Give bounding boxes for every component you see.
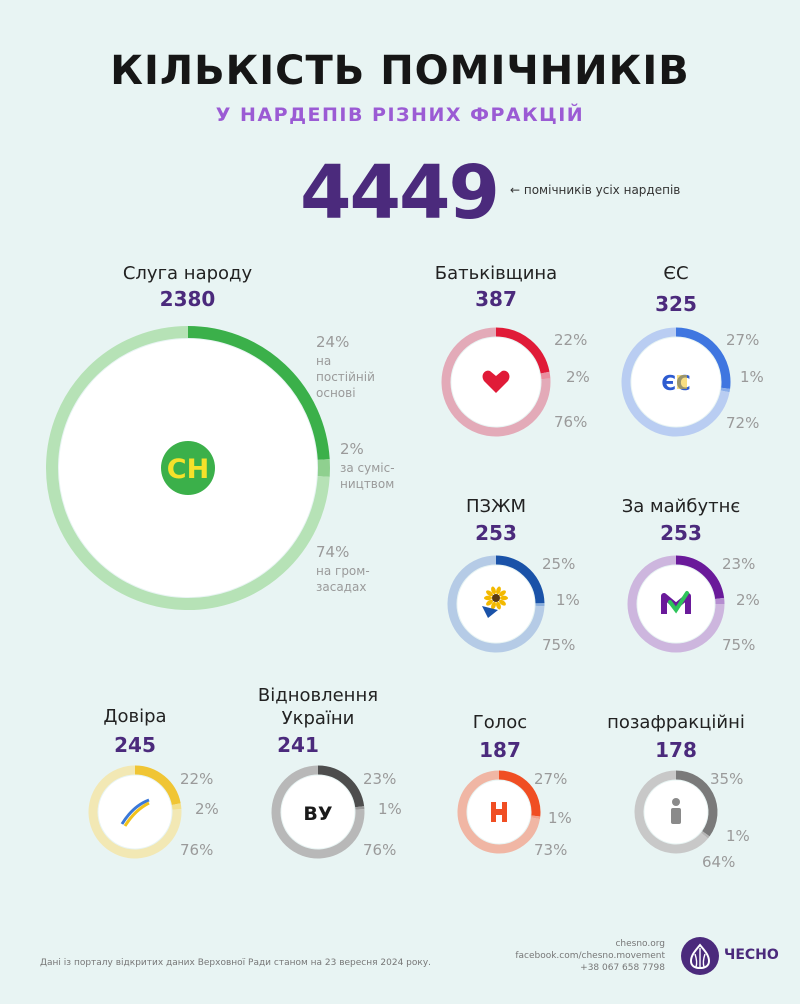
faction-count: 187 xyxy=(479,738,521,762)
faction-name: Відновлення України xyxy=(257,685,379,729)
percent-label: 76% xyxy=(554,413,588,431)
donut-segment xyxy=(134,765,181,806)
faction-name: ЄС xyxy=(663,263,689,284)
percent-label: 75% xyxy=(722,636,756,654)
donut-segment xyxy=(621,327,730,437)
donut-segment xyxy=(701,831,710,839)
percent-label: 1% xyxy=(556,591,580,609)
donut-center xyxy=(631,337,721,427)
percent-label: 75% xyxy=(542,636,576,654)
category-note: на гром-засадах xyxy=(316,564,370,594)
faction-count: 253 xyxy=(475,521,517,545)
faction-name: позафракційні xyxy=(607,712,745,733)
donut-segment xyxy=(457,770,540,854)
donut-segment xyxy=(675,770,718,837)
faction-name: Довіра xyxy=(103,706,167,727)
heart-icon xyxy=(482,370,510,393)
total-note: ← помічників усіх нардепів xyxy=(510,183,681,197)
percent-label: 74% xyxy=(316,543,350,561)
percent-label: 24% xyxy=(316,333,350,351)
donut-chart xyxy=(271,765,365,859)
faction-count: 325 xyxy=(655,292,697,316)
category-note: на постійній основі xyxy=(316,354,375,400)
svg-text:ВУ: ВУ xyxy=(303,803,332,825)
person-icon xyxy=(671,798,681,824)
percent-label: 22% xyxy=(180,770,214,788)
faction-name: ПЗЖМ xyxy=(466,496,526,517)
percent-label: 76% xyxy=(180,841,214,859)
faction-name: Батьківщина xyxy=(434,263,558,284)
percent-label: 1% xyxy=(378,800,402,818)
source-note: Дані із порталу відкритих даних Верховно… xyxy=(40,958,432,968)
donut-segment xyxy=(498,770,541,817)
percent-label: 22% xyxy=(554,331,588,349)
percent-label: 2% xyxy=(566,368,590,386)
percent-label: 1% xyxy=(548,809,572,827)
percent-label: 35% xyxy=(710,770,744,788)
facebook-link[interactable]: facebook.com/chesno.movement xyxy=(515,951,665,961)
percent-label: 27% xyxy=(534,770,568,788)
donut-chart xyxy=(621,327,731,437)
donut-segment xyxy=(540,371,551,380)
donut-segment xyxy=(720,387,731,393)
checkmark-m-icon xyxy=(661,591,691,614)
website-link[interactable]: chesno.org xyxy=(615,939,665,949)
faction-name: Голос xyxy=(472,712,528,733)
faction-count: 241 xyxy=(277,733,319,757)
percent-label: 1% xyxy=(740,368,764,386)
donut-center xyxy=(281,775,355,849)
donut-segment xyxy=(675,555,725,600)
percent-label: 23% xyxy=(722,555,756,573)
donut-center xyxy=(457,565,535,643)
vu-logo: ВУ xyxy=(303,803,332,825)
percent-label: 76% xyxy=(363,841,397,859)
donut-segment xyxy=(271,765,365,859)
donut-segment xyxy=(634,770,708,854)
chesno-logo-icon xyxy=(681,937,719,975)
donut-segment xyxy=(88,765,182,859)
faction-name: За майбутнє xyxy=(621,496,741,517)
donut-segment xyxy=(495,555,545,604)
page-subtitle: У НАРДЕПІВ РІЗНИХ ФРАКЦІЙ xyxy=(215,104,585,126)
faction-count: 387 xyxy=(475,287,517,311)
phone-number: +38 067 658 7798 xyxy=(580,963,665,973)
percent-label: 73% xyxy=(534,841,568,859)
faction-count: 178 xyxy=(655,738,697,762)
swoosh-icon xyxy=(120,798,150,827)
donut-segment xyxy=(187,326,330,460)
percent-label: 1% xyxy=(726,827,750,845)
donut-segment xyxy=(46,326,330,610)
faction-name: Слуга народу xyxy=(122,263,253,284)
donut-segment xyxy=(317,765,365,808)
total-count: 4449 xyxy=(300,150,500,236)
sluha-narodu-logo: СН xyxy=(161,441,215,495)
donut-segment xyxy=(171,803,182,810)
percent-label: 2% xyxy=(195,800,219,818)
percent-label: 23% xyxy=(363,770,397,788)
donut-segment xyxy=(441,327,551,437)
svg-text:СН: СН xyxy=(167,454,209,485)
holos-icon xyxy=(491,802,507,822)
percent-label: 27% xyxy=(726,331,760,349)
percent-label: 2% xyxy=(736,591,760,609)
sunflower-icon xyxy=(482,586,508,618)
donut-segment xyxy=(675,327,731,389)
faction-count: 245 xyxy=(114,733,156,757)
faction-count: 2380 xyxy=(159,287,216,311)
percent-label: 72% xyxy=(726,414,760,432)
page-title: КІЛЬКІСТЬ ПОМІЧНИКІВ xyxy=(110,48,690,94)
faction-count: 253 xyxy=(660,521,702,545)
percent-label: 64% xyxy=(702,853,736,871)
eu-logo: ЄС xyxy=(661,371,690,395)
percent-label: 2% xyxy=(340,440,364,458)
category-note: за суміс-ництвом xyxy=(340,461,395,491)
donut-segment xyxy=(447,555,545,653)
donut-segment xyxy=(495,327,550,374)
donut-segment xyxy=(627,555,725,653)
brand-name: ЧЕСНО xyxy=(724,947,779,963)
donut-chart xyxy=(447,555,545,653)
percent-label: 25% xyxy=(542,555,576,573)
